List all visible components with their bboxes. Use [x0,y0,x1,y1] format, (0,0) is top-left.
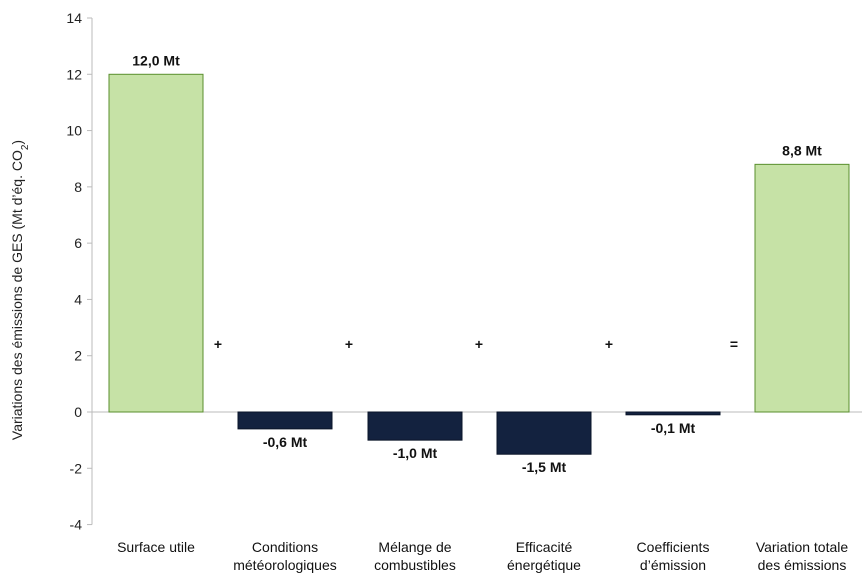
x-tick-label: Coefficients [637,539,710,555]
data-label: 12,0 Mt [132,52,180,68]
y-tick-label: 2 [74,348,82,364]
y-tick-label: -2 [70,460,83,476]
data-label: -1,0 Mt [393,445,438,461]
bar [496,411,592,455]
operator-symbol: + [475,336,483,352]
y-tick-label: -4 [70,517,83,533]
y-tick-label: 4 [74,291,82,307]
x-tick-label: Surface utile [117,539,195,555]
y-tick-label: 14 [66,10,82,26]
operator-symbol: + [214,336,222,352]
x-tick-label: combustibles [374,557,456,573]
x-tick-label: énergétique [507,557,581,573]
y-tick-label: 8 [74,179,82,195]
operator-symbol: + [345,336,353,352]
x-tick-label: Conditions [252,539,318,555]
data-label: -0,1 Mt [651,420,696,436]
y-tick-label: 6 [74,235,82,251]
x-tick-label: météorologiques [233,557,337,573]
y-axis-title: Variations des émissions de GES (Mt d’éq… [9,140,31,440]
y-tick-label: 0 [74,404,82,420]
data-label: -0,6 Mt [263,434,308,450]
y-tick-label: 12 [66,66,82,82]
x-tick-label: Variation totale [756,539,849,555]
y-tick-label: 10 [66,123,82,139]
bar [108,73,204,413]
bar [754,163,850,413]
x-tick-label: des émissions [758,557,847,573]
bar [625,411,721,416]
bar [367,411,463,441]
operator-symbol: = [730,336,738,352]
data-label: 8,8 Mt [782,142,822,158]
operator-symbol: + [605,336,613,352]
data-label: -1,5 Mt [522,459,567,475]
x-tick-label: d’émission [640,557,706,573]
x-tick-label: Mélange de [378,539,451,555]
bar [237,411,333,430]
x-tick-label: Efficacité [516,539,573,555]
